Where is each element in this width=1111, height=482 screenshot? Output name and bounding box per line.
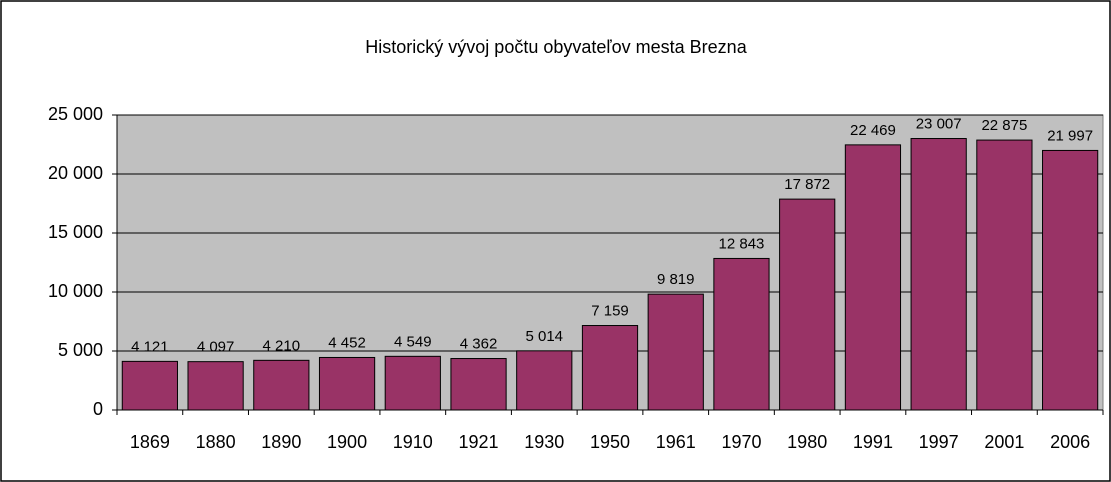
x-tick-label: 1869: [130, 432, 170, 452]
value-label: 17 872: [784, 176, 830, 193]
value-label: 12 843: [719, 235, 765, 252]
bar: [121, 360, 178, 411]
bar: [318, 356, 376, 411]
y-tick-label: 5 000: [58, 340, 103, 360]
value-label: 4 549: [394, 333, 432, 350]
y-tick-label: 15 000: [48, 222, 103, 242]
bar: [516, 350, 573, 411]
x-tick-label: 1970: [721, 432, 761, 452]
x-tick-label: 1921: [459, 432, 499, 452]
y-tick-label: 10 000: [48, 281, 103, 301]
bar: [187, 361, 244, 411]
value-label: 22 875: [981, 117, 1027, 134]
x-tick-label: 2001: [984, 432, 1024, 452]
value-label: 7 159: [591, 302, 629, 319]
value-label: 23 007: [916, 115, 962, 132]
bar: [1042, 149, 1099, 411]
value-label: 4 210: [263, 337, 301, 354]
x-tick-label: 2006: [1050, 432, 1090, 452]
bar: [253, 359, 310, 411]
bar: [910, 138, 967, 411]
value-label: 4 121: [131, 338, 169, 355]
x-tick-label: 1961: [656, 432, 696, 452]
value-label: 21 997: [1047, 127, 1093, 144]
x-tick-label: 1900: [327, 432, 367, 452]
value-label: 9 819: [657, 271, 695, 288]
bar: [384, 355, 441, 411]
x-tick-label: 1880: [196, 432, 236, 452]
y-tick-label: 20 000: [48, 163, 103, 183]
x-tick-label: 1991: [853, 432, 893, 452]
value-label: 4 097: [197, 339, 235, 356]
value-label: 4 362: [460, 335, 498, 352]
chart-title: Historický vývoj počtu obyvateľov mesta …: [365, 37, 747, 57]
x-tick-label: 1910: [393, 432, 433, 452]
bar: [779, 198, 836, 411]
bar: [976, 139, 1033, 411]
x-tick-label: 1980: [787, 432, 827, 452]
bar: [450, 358, 507, 411]
x-tick-label: 1997: [919, 432, 959, 452]
bar: [581, 325, 639, 411]
bar: [647, 293, 704, 411]
y-tick-label: 0: [93, 399, 103, 419]
bar: [713, 257, 770, 411]
y-tick-label: 25 000: [48, 104, 103, 124]
value-label: 5 014: [525, 328, 563, 345]
x-tick-label: 1930: [524, 432, 564, 452]
x-tick-label: 1950: [590, 432, 630, 452]
x-tick-label: 1890: [261, 432, 301, 452]
value-label: 4 452: [328, 334, 366, 351]
value-label: 22 469: [850, 122, 896, 139]
bar: [844, 144, 902, 411]
